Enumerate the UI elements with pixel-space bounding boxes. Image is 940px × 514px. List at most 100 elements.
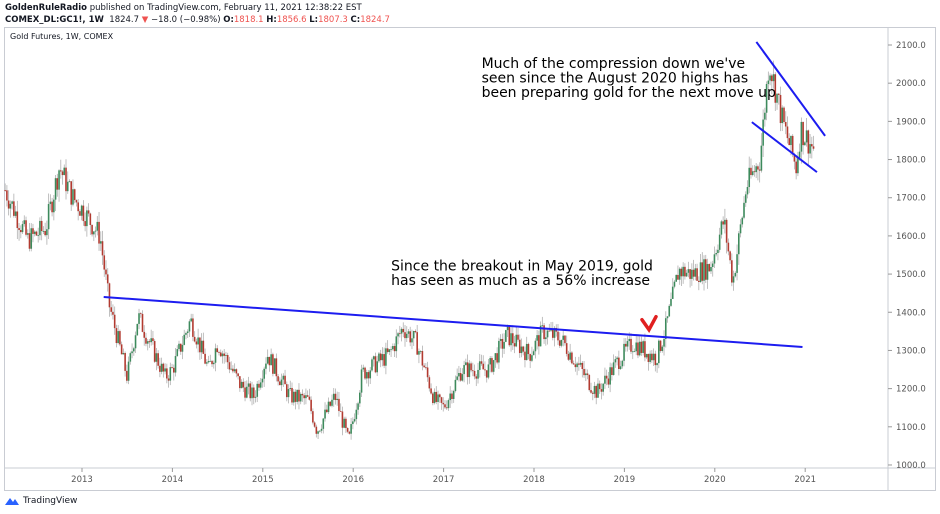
candle-down: [204, 353, 206, 364]
candle-up: [772, 74, 775, 82]
candle-down: [774, 74, 777, 103]
high-label: H:: [266, 15, 277, 25]
candle-up: [188, 321, 191, 332]
candle-down: [698, 280, 700, 283]
candle-up: [503, 341, 505, 349]
candle-down: [345, 418, 347, 428]
x-tick-label: 2014: [162, 475, 184, 485]
candle-up: [392, 346, 394, 350]
candle-down: [211, 360, 213, 365]
candle-up: [388, 349, 391, 353]
candle-up: [30, 228, 33, 249]
y-tick-label: 1200.0: [896, 385, 926, 395]
candle-down: [624, 343, 627, 347]
candle-up: [164, 368, 166, 372]
candle-up: [305, 395, 307, 399]
candle-down: [771, 75, 773, 82]
candle-up: [206, 362, 208, 364]
candle-down: [141, 313, 144, 332]
candle-down: [684, 266, 686, 277]
candle-up: [259, 382, 262, 388]
candle-down: [226, 354, 229, 363]
candle-up: [736, 254, 738, 273]
candles: [4, 60, 815, 440]
candle-up: [449, 393, 452, 401]
candle-down: [480, 361, 483, 364]
candle-up: [762, 119, 764, 146]
candle-down: [501, 338, 504, 349]
footer-brand[interactable]: TradingView: [23, 496, 78, 506]
candle-down: [708, 264, 711, 272]
candle-up: [178, 343, 180, 350]
x-tick-label: 2018: [523, 475, 545, 485]
x-tick-label: 2015: [252, 475, 274, 485]
candle-up: [246, 386, 248, 398]
candle-up: [9, 203, 12, 209]
candle-up: [411, 338, 413, 343]
candle-down: [758, 169, 761, 171]
candle-up: [668, 305, 671, 317]
candle-up: [360, 369, 363, 393]
candle-up: [287, 389, 290, 398]
candle-up: [42, 231, 45, 232]
candle-up: [185, 333, 187, 335]
candle-up: [675, 274, 678, 282]
candle-up: [447, 400, 450, 409]
candle-up: [678, 268, 681, 280]
candle-down: [61, 171, 64, 176]
candle-up: [623, 343, 625, 361]
candle-down: [779, 94, 782, 124]
y-tick-label: 1300.0: [896, 346, 926, 356]
candle-up: [711, 263, 714, 267]
candle-up: [631, 351, 634, 353]
y-tick-label: 2000.0: [896, 79, 926, 89]
candle-down: [791, 135, 794, 155]
candle-down: [795, 161, 797, 174]
candle-down: [275, 358, 278, 377]
candle-up: [292, 391, 295, 403]
candle-down: [640, 341, 643, 353]
candle-down: [811, 144, 813, 147]
candle-up: [331, 399, 333, 406]
publisher[interactable]: GoldenRuleRadio: [5, 3, 88, 13]
candle-down: [511, 333, 514, 344]
candle-up: [478, 361, 481, 370]
candle-up: [209, 360, 212, 362]
candle-up: [437, 394, 439, 402]
candle-down: [87, 210, 90, 214]
candle-down: [393, 346, 396, 352]
candle-down: [386, 348, 389, 353]
candle-down: [644, 341, 646, 358]
low-label: L:: [309, 15, 319, 25]
candle-down: [7, 200, 10, 209]
candle-up: [225, 354, 227, 356]
candle-up: [256, 383, 259, 397]
candle-up: [160, 363, 163, 372]
candle-down: [279, 381, 281, 386]
candle-up: [739, 224, 742, 234]
candle-down: [470, 363, 472, 371]
candle-down: [444, 404, 446, 408]
annotation-text: seen since the August 2020 highs has: [482, 70, 749, 86]
candle-down: [195, 341, 198, 345]
close-label: C:: [350, 15, 361, 25]
y-tick-label: 1800.0: [896, 156, 926, 166]
candle-down: [598, 383, 601, 390]
candle-up: [710, 266, 712, 272]
candle-up: [468, 363, 471, 378]
candle-up: [755, 166, 757, 173]
candle-down: [578, 363, 580, 365]
candle-up: [760, 145, 763, 171]
candle-down: [284, 375, 286, 385]
candle-up: [68, 181, 71, 183]
close-value: 1824.7: [360, 15, 390, 25]
candle-up: [400, 328, 403, 334]
candle-down: [113, 314, 116, 329]
y-tick-label: 1100.0: [896, 423, 926, 433]
candle-up: [790, 135, 792, 146]
candle-up: [66, 181, 69, 192]
candle-down: [727, 242, 730, 252]
candle-up: [534, 340, 537, 352]
candle-up: [661, 346, 664, 351]
